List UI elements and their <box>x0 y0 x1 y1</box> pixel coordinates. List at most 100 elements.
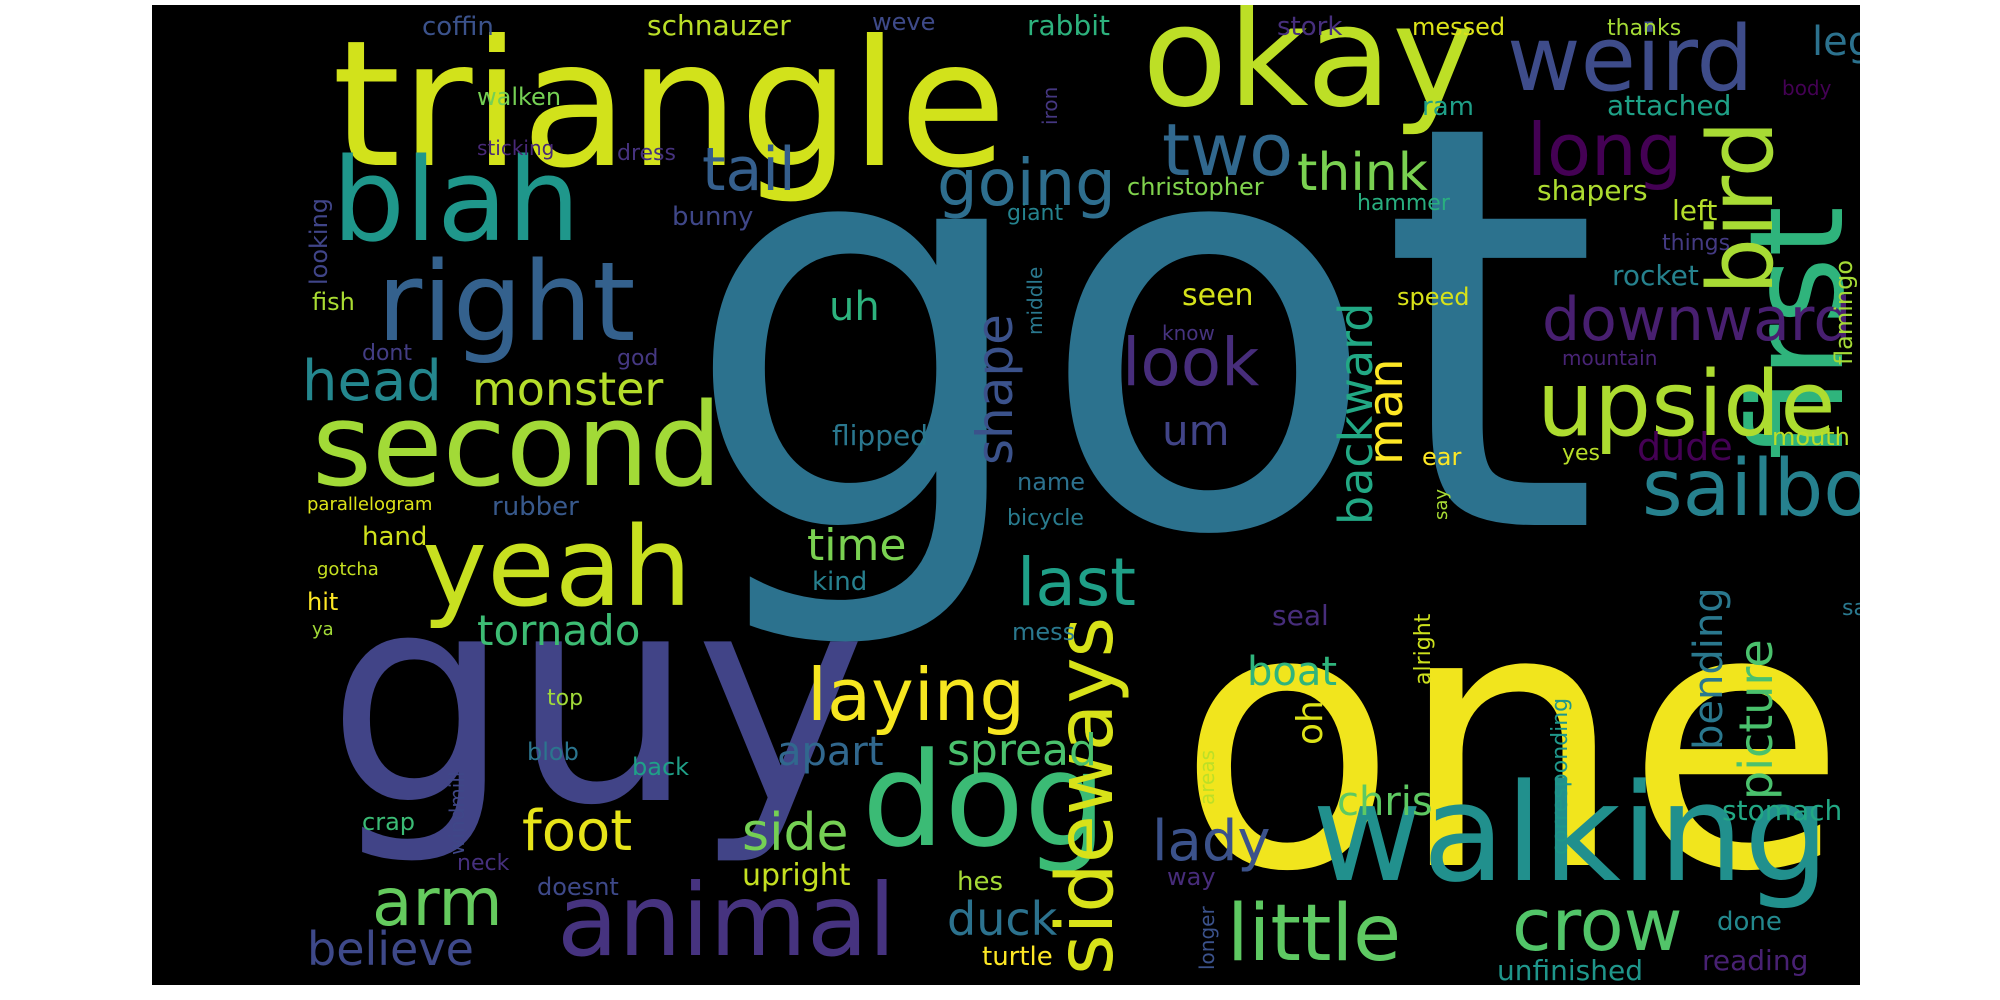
word-areas: areas <box>1195 750 1219 805</box>
word-crap: crap <box>362 808 415 836</box>
word-monster: monster <box>472 362 663 416</box>
word-um: um <box>1162 406 1230 455</box>
word-shape: shape <box>966 314 1024 465</box>
word-left: left <box>1672 194 1717 227</box>
word-christopher: christopher <box>1127 173 1264 201</box>
word-hit: hit <box>307 588 338 616</box>
word-mouth: mouth <box>1772 423 1850 451</box>
word-crow: crow <box>1512 883 1683 967</box>
word-dont: dont <box>362 341 412 366</box>
word-time: time <box>807 520 906 571</box>
word-sideways: sideways <box>1041 617 1131 975</box>
word-rubber: rubber <box>492 492 579 522</box>
word-ya: ya <box>312 619 334 640</box>
word-parallelogram: parallelogram <box>307 494 432 515</box>
word-know: know <box>1162 321 1215 345</box>
word-believe: believe <box>307 922 474 976</box>
word-ear: ear <box>1422 443 1461 471</box>
word-bird: bird <box>1689 120 1794 295</box>
word-mountain: mountain <box>1562 346 1657 370</box>
word-okay: okay <box>1142 5 1475 139</box>
word-first: first <box>1721 206 1860 460</box>
word-iron: iron <box>1038 87 1062 125</box>
word-bunny: bunny <box>672 202 753 232</box>
word-weve: weve <box>872 8 935 36</box>
word-say: say <box>1431 489 1452 520</box>
word-hammer: hammer <box>1357 191 1451 216</box>
word-apart: apart <box>777 729 884 775</box>
word-done: done <box>1717 907 1782 937</box>
word-dress: dress <box>617 141 676 166</box>
word-triangle: triangle <box>332 5 1007 207</box>
word-god: god <box>617 346 658 371</box>
word-one: one <box>1177 531 1847 950</box>
word-way: way <box>1167 863 1216 891</box>
word-downward: downward <box>1542 285 1851 355</box>
word-second: second <box>312 379 722 513</box>
word-top: top <box>547 686 583 711</box>
word-attached: attached <box>1607 89 1731 122</box>
word-walking: walking <box>1312 755 1830 912</box>
word-stork: stork <box>1277 12 1342 42</box>
word-animal: animal <box>557 862 896 979</box>
word-hes: hes <box>957 867 1003 897</box>
word-got: got <box>682 6 1600 658</box>
word-backward: backward <box>1329 303 1383 525</box>
word-duck: duck <box>947 892 1058 946</box>
word-legs: legs <box>1812 19 1860 65</box>
word-flamingo: flamingo <box>1830 260 1858 365</box>
word-guy: guy <box>327 532 867 869</box>
word-ram: ram <box>1422 92 1474 122</box>
word-blah: blah <box>332 134 580 268</box>
word-thanks: thanks <box>1607 16 1681 41</box>
word-yes: yes <box>1562 441 1600 466</box>
word-messed: messed <box>1412 13 1505 41</box>
word-gotcha: gotcha <box>317 559 379 580</box>
word-side: side <box>742 803 849 863</box>
word-seal: seal <box>1272 599 1329 632</box>
word-dog: dog <box>862 724 1107 876</box>
word-turtle: turtle <box>982 942 1053 972</box>
word-man: man <box>1358 358 1414 465</box>
word-sticking: sticking <box>477 136 554 160</box>
word-neck: neck <box>457 851 510 876</box>
word-rocket: rocket <box>1612 259 1699 292</box>
word-oh: oh <box>1290 700 1331 745</box>
word-head: head <box>302 349 442 414</box>
word-dude: dude <box>1637 425 1733 469</box>
word-chris: chris <box>1337 779 1433 825</box>
word-rabbit: rabbit <box>1027 9 1110 42</box>
word-seen: seen <box>1182 278 1254 313</box>
word-lady: lady <box>1152 809 1271 874</box>
word-little: little <box>1227 889 1401 979</box>
word-spread: spread <box>947 725 1097 776</box>
word-stomach: stomach <box>1722 794 1842 827</box>
word-blob: blob <box>527 738 579 766</box>
word-mess: mess <box>1012 618 1075 646</box>
word-speed: speed <box>1397 283 1470 311</box>
word-long: long <box>1527 108 1682 192</box>
word-reading: reading <box>1702 944 1808 977</box>
word-middle: middle <box>1023 267 1047 335</box>
word-cloud: got one guy triangle okay walking first dog blah… <box>152 5 1860 985</box>
word-flipped: flipped <box>832 419 928 452</box>
word-picture: picture <box>1729 639 1783 800</box>
word-uh: uh <box>829 284 880 330</box>
word-think: think <box>1297 143 1428 203</box>
word-fish: fish <box>312 288 355 316</box>
word-doesnt: doesnt <box>537 873 619 901</box>
word-things: things <box>1662 231 1730 256</box>
word-sailboat: sailboat <box>1642 444 1860 534</box>
word-kind: kind <box>812 567 867 597</box>
word-weird: weird <box>1507 7 1754 112</box>
word-sales: sales <box>1842 596 1860 621</box>
word-bending: bending <box>1686 587 1732 750</box>
word-look: look <box>1122 324 1260 401</box>
word-alright: alright <box>1411 613 1436 685</box>
word-arm: arm <box>372 864 503 941</box>
word-body: body <box>1782 76 1832 100</box>
word-coffin: coffin <box>422 12 494 42</box>
word-shapers: shapers <box>1537 174 1648 207</box>
word-last: last <box>1017 544 1136 621</box>
word-looking: looking <box>305 198 333 285</box>
